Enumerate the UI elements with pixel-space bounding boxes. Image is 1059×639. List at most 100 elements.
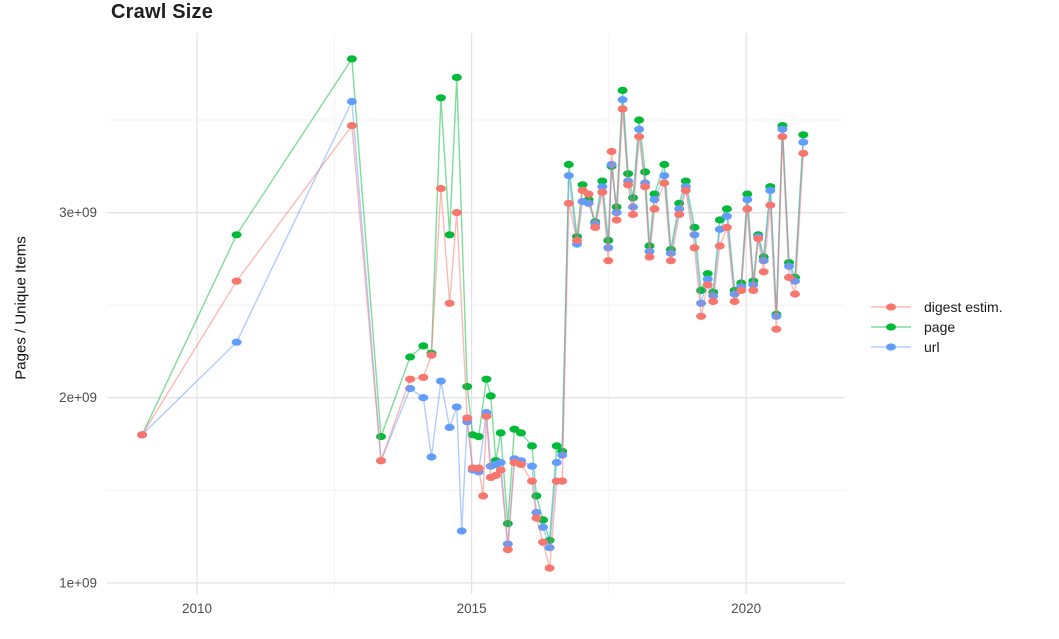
data-point-page <box>435 94 446 102</box>
data-point-url <box>444 423 455 431</box>
data-point-digest-estim- <box>623 181 634 189</box>
data-point-page <box>634 116 645 124</box>
data-point-url <box>597 183 608 191</box>
data-point-url <box>527 462 537 470</box>
data-point-digest-estim- <box>771 325 782 333</box>
x-tick-label: 2010 <box>182 601 212 616</box>
data-point-digest-estim- <box>481 412 492 420</box>
data-point-digest-estim- <box>478 492 489 500</box>
data-point-digest-estim- <box>376 457 386 465</box>
series-line-digest-estim- <box>141 108 804 569</box>
data-point-url <box>563 172 574 180</box>
data-point-url <box>583 199 594 207</box>
data-point-url <box>456 527 467 535</box>
data-point-digest-estim- <box>784 273 794 281</box>
data-point-digest-estim- <box>702 281 713 289</box>
chart-title: Crawl Size <box>111 1 214 23</box>
data-point-digest-estim- <box>696 312 707 320</box>
data-point-url <box>551 458 562 467</box>
data-point-digest-estim- <box>603 257 614 265</box>
data-point-digest-estim- <box>502 546 513 554</box>
data-point-digest-estim- <box>753 234 764 243</box>
data-point-digest-estim- <box>516 460 526 468</box>
data-point-digest-estim- <box>473 464 484 472</box>
data-point-url <box>702 275 713 283</box>
data-point-url <box>495 458 506 467</box>
data-point-digest-estim- <box>708 297 719 306</box>
data-point-page <box>742 190 753 198</box>
data-point-url <box>758 257 769 265</box>
data-point-page <box>231 231 242 239</box>
data-point-page <box>563 160 574 169</box>
data-point-digest-estim- <box>405 375 416 383</box>
data-point-page <box>502 520 513 528</box>
data-point-page <box>444 231 455 239</box>
data-point-digest-estim- <box>790 290 800 298</box>
data-point-digest-estim- <box>563 199 574 207</box>
data-point-digest-estim- <box>231 277 242 285</box>
data-point-digest-estim- <box>714 242 725 250</box>
data-point-url <box>798 138 809 146</box>
data-point-url <box>765 186 776 194</box>
data-point-page <box>495 429 506 437</box>
data-point-digest-estim- <box>572 236 582 244</box>
data-point-page <box>640 168 651 176</box>
data-point-url <box>721 212 732 220</box>
data-point-digest-estim- <box>644 253 655 261</box>
data-point-page <box>346 55 357 63</box>
data-point-url <box>346 97 357 106</box>
data-point-url <box>742 196 753 204</box>
data-point-digest-estim- <box>674 210 685 218</box>
data-point-url <box>689 231 700 239</box>
legend-key-page-line-dot-icon <box>871 323 911 331</box>
data-point-page <box>485 392 496 400</box>
data-point-digest-estim- <box>597 188 608 196</box>
x-tick-label: 2015 <box>457 601 487 616</box>
data-point-page <box>516 429 526 437</box>
data-point-page <box>527 442 537 450</box>
data-point-page <box>473 433 484 441</box>
legend-key-digest-line-dot-icon <box>871 303 911 311</box>
data-point-url <box>777 125 788 133</box>
data-point-page <box>617 86 628 94</box>
data-point-page <box>577 181 588 189</box>
data-point-digest-estim- <box>628 210 638 218</box>
data-point-digest-estim- <box>617 105 628 113</box>
data-point-digest-estim- <box>765 201 776 209</box>
data-point-digest-estim- <box>583 190 594 198</box>
data-point-digest-estim- <box>531 514 542 522</box>
data-point-url <box>435 377 446 385</box>
data-point-digest-estim- <box>495 466 506 474</box>
y-tick-label: 3e+09 <box>59 205 97 220</box>
data-point-digest-estim- <box>736 286 747 294</box>
data-point-page <box>451 73 462 81</box>
data-point-url <box>418 394 429 402</box>
data-point-digest-estim- <box>649 205 660 213</box>
data-point-digest-estim- <box>527 477 537 485</box>
data-point-url <box>634 125 645 133</box>
y-tick-label: 1e+09 <box>59 575 97 590</box>
data-point-digest-estim- <box>798 149 809 157</box>
data-point-digest-estim- <box>640 183 651 191</box>
data-point-page <box>721 205 732 213</box>
data-point-digest-estim- <box>758 268 769 276</box>
legend-item-digest-estim: digest estim. <box>870 297 1003 317</box>
data-point-digest-estim- <box>777 133 788 141</box>
data-point-page <box>481 375 492 383</box>
data-point-digest-estim- <box>544 564 555 572</box>
data-point-digest-estim- <box>426 351 437 359</box>
data-point-digest-estim- <box>590 223 601 231</box>
data-point-digest-estim- <box>680 186 691 194</box>
legend: digest estim. page url <box>870 297 1003 357</box>
data-point-digest-estim- <box>659 179 670 187</box>
data-point-digest-estim- <box>742 205 753 213</box>
data-point-url <box>544 544 555 552</box>
data-point-url <box>231 338 242 346</box>
data-point-digest-estim- <box>665 257 676 265</box>
data-point-digest-estim- <box>444 299 455 307</box>
data-point-page <box>597 177 608 185</box>
data-point-digest-estim- <box>634 133 645 141</box>
data-point-digest-estim- <box>557 477 568 485</box>
